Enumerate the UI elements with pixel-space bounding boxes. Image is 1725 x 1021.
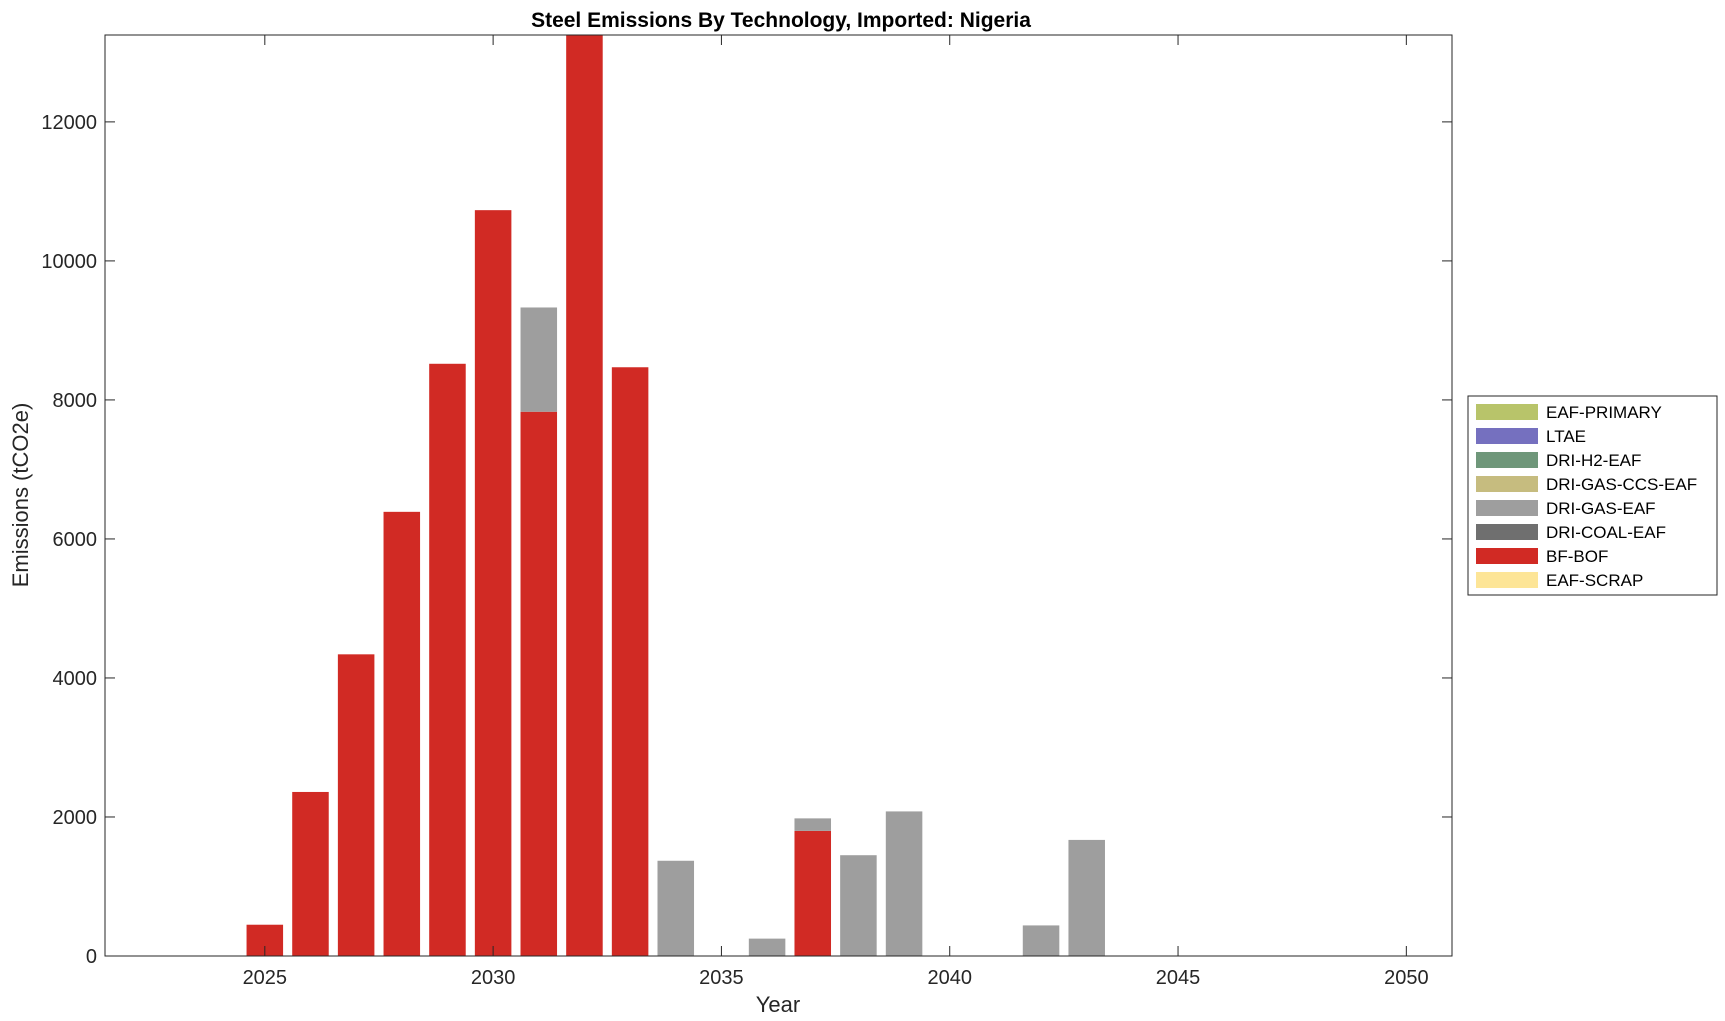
bar-bf-bof-2030 — [474, 210, 512, 956]
legend-label-ltae: LTAE — [1546, 427, 1586, 446]
bar-dri-gas-eaf-2036 — [748, 938, 786, 956]
legend-swatch-dri-gas-eaf — [1476, 500, 1538, 516]
x-tick-label: 2030 — [471, 967, 516, 989]
bar-dri-gas-eaf-2043 — [1068, 839, 1105, 956]
y-tick-label: 4000 — [53, 668, 98, 690]
x-tick-label: 2045 — [1156, 967, 1201, 989]
bar-bf-bof-2032 — [566, 35, 603, 956]
plot-area-frame — [104, 34, 1453, 957]
legend-swatch-ltae — [1476, 428, 1538, 444]
y-tick-label: 2000 — [53, 807, 98, 829]
legend-label-bf-bof: BF-BOF — [1546, 547, 1608, 566]
legend-swatch-dri-gas-ccs-eaf — [1476, 476, 1538, 492]
legend-label-eaf-primary: EAF-PRIMARY — [1546, 403, 1662, 422]
bar-bf-bof-2037 — [794, 830, 832, 956]
legend-label-eaf-scrap: EAF-SCRAP — [1546, 571, 1643, 590]
legend-label-dri-gas-eaf: DRI-GAS-EAF — [1546, 499, 1656, 518]
x-tick-label: 2040 — [927, 967, 972, 989]
legend: EAF-PRIMARY LTAE DRI-H2-EAF DRI-GAS-CCS-EAF… — [1467, 395, 1718, 596]
bar-dri-gas-eaf-2042 — [1022, 925, 1060, 956]
x-tick-label: 2025 — [243, 967, 288, 989]
bars-layer — [246, 35, 1105, 956]
bar-dri-gas-eaf-2038 — [840, 855, 877, 956]
bar-bf-bof-2031 — [520, 411, 558, 956]
x-axis-label: Year — [756, 992, 800, 1017]
y-axis-label: Emissions (tCO2e) — [8, 403, 33, 588]
bar-dri-gas-eaf-2037 — [794, 818, 832, 831]
legend-label-dri-coal-eaf: DRI-COAL-EAF — [1546, 523, 1666, 542]
y-tick-label: 12000 — [41, 112, 97, 134]
legend-swatch-dri-h2-eaf — [1476, 452, 1538, 468]
legend-label-dri-gas-ccs-eaf: DRI-GAS-CCS-EAF — [1546, 475, 1697, 494]
legend-swatch-eaf-primary — [1476, 404, 1538, 420]
bar-bf-bof-2029 — [429, 363, 466, 956]
y-tick-label: 0 — [86, 946, 97, 968]
x-tick-label: 2050 — [1384, 967, 1429, 989]
y-tick-label: 6000 — [53, 529, 98, 551]
x-tick-label: 2035 — [699, 967, 744, 989]
bar-dri-gas-eaf-2039 — [885, 811, 923, 956]
bar-bf-bof-2026 — [292, 791, 329, 956]
bar-bf-bof-2033 — [611, 367, 649, 956]
legend-swatch-eaf-scrap — [1476, 572, 1538, 588]
bar-bf-bof-2028 — [383, 511, 421, 956]
legend-swatch-bf-bof — [1476, 548, 1538, 564]
bar-dri-gas-eaf-2031 — [520, 307, 558, 412]
bar-bf-bof-2027 — [337, 654, 375, 956]
legend-swatch-dri-coal-eaf — [1476, 524, 1538, 540]
legend-label-dri-h2-eaf: DRI-H2-EAF — [1546, 451, 1641, 470]
legend-items: EAF-PRIMARY LTAE DRI-H2-EAF DRI-GAS-CCS-EAF… — [1476, 403, 1697, 590]
bar-dri-gas-eaf-2034 — [657, 860, 695, 956]
axis-ticks: 2025 2030 2035 2040 2045 2050 0 2000 4000 6000 800… — [41, 35, 1452, 989]
chart-title: Steel Emissions By Technology, Imported:… — [531, 9, 1031, 32]
y-tick-label: 8000 — [53, 390, 98, 412]
y-tick-label: 10000 — [41, 251, 97, 273]
